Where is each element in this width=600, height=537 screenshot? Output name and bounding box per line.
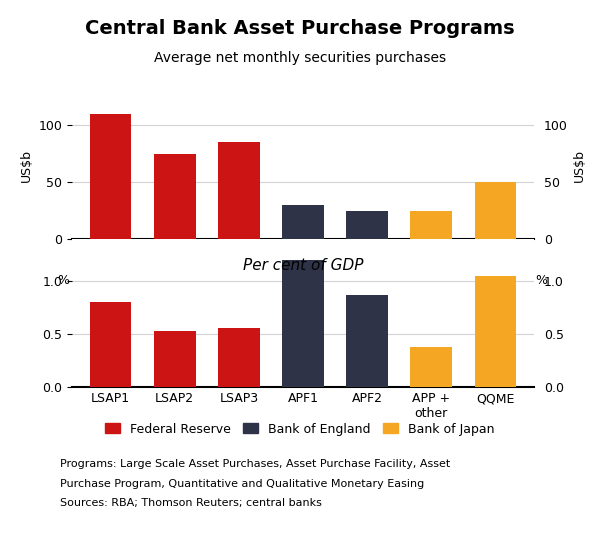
Text: Purchase Program, Quantitative and Qualitative Monetary Easing: Purchase Program, Quantitative and Quali… (60, 479, 424, 489)
Bar (89, 302, 131, 387)
Y-axis label: US$b: US$b (573, 149, 586, 182)
Bar (346, 295, 388, 387)
Text: %: % (57, 274, 69, 287)
Bar (89, 114, 131, 239)
Bar (154, 154, 196, 239)
Text: Average net monthly securities purchases: Average net monthly securities purchases (154, 51, 446, 65)
Bar (154, 331, 196, 387)
Text: Sources: RBA; Thomson Reuters; central banks: Sources: RBA; Thomson Reuters; central b… (60, 498, 322, 509)
Bar (410, 346, 452, 387)
Text: Programs: Large Scale Asset Purchases, Asset Purchase Facility, Asset: Programs: Large Scale Asset Purchases, A… (60, 459, 450, 469)
Text: Per cent of GDP: Per cent of GDP (243, 258, 363, 273)
Bar (475, 276, 517, 387)
Text: Central Bank Asset Purchase Programs: Central Bank Asset Purchase Programs (85, 19, 515, 38)
Bar (475, 182, 517, 239)
Bar (282, 205, 324, 239)
Bar (218, 142, 260, 239)
Bar (282, 260, 324, 387)
Bar (346, 211, 388, 239)
Bar (410, 211, 452, 239)
Text: %: % (535, 274, 547, 287)
Y-axis label: US$b: US$b (20, 149, 33, 182)
Bar (218, 328, 260, 387)
Legend: Federal Reserve, Bank of England, Bank of Japan: Federal Reserve, Bank of England, Bank o… (100, 418, 500, 440)
